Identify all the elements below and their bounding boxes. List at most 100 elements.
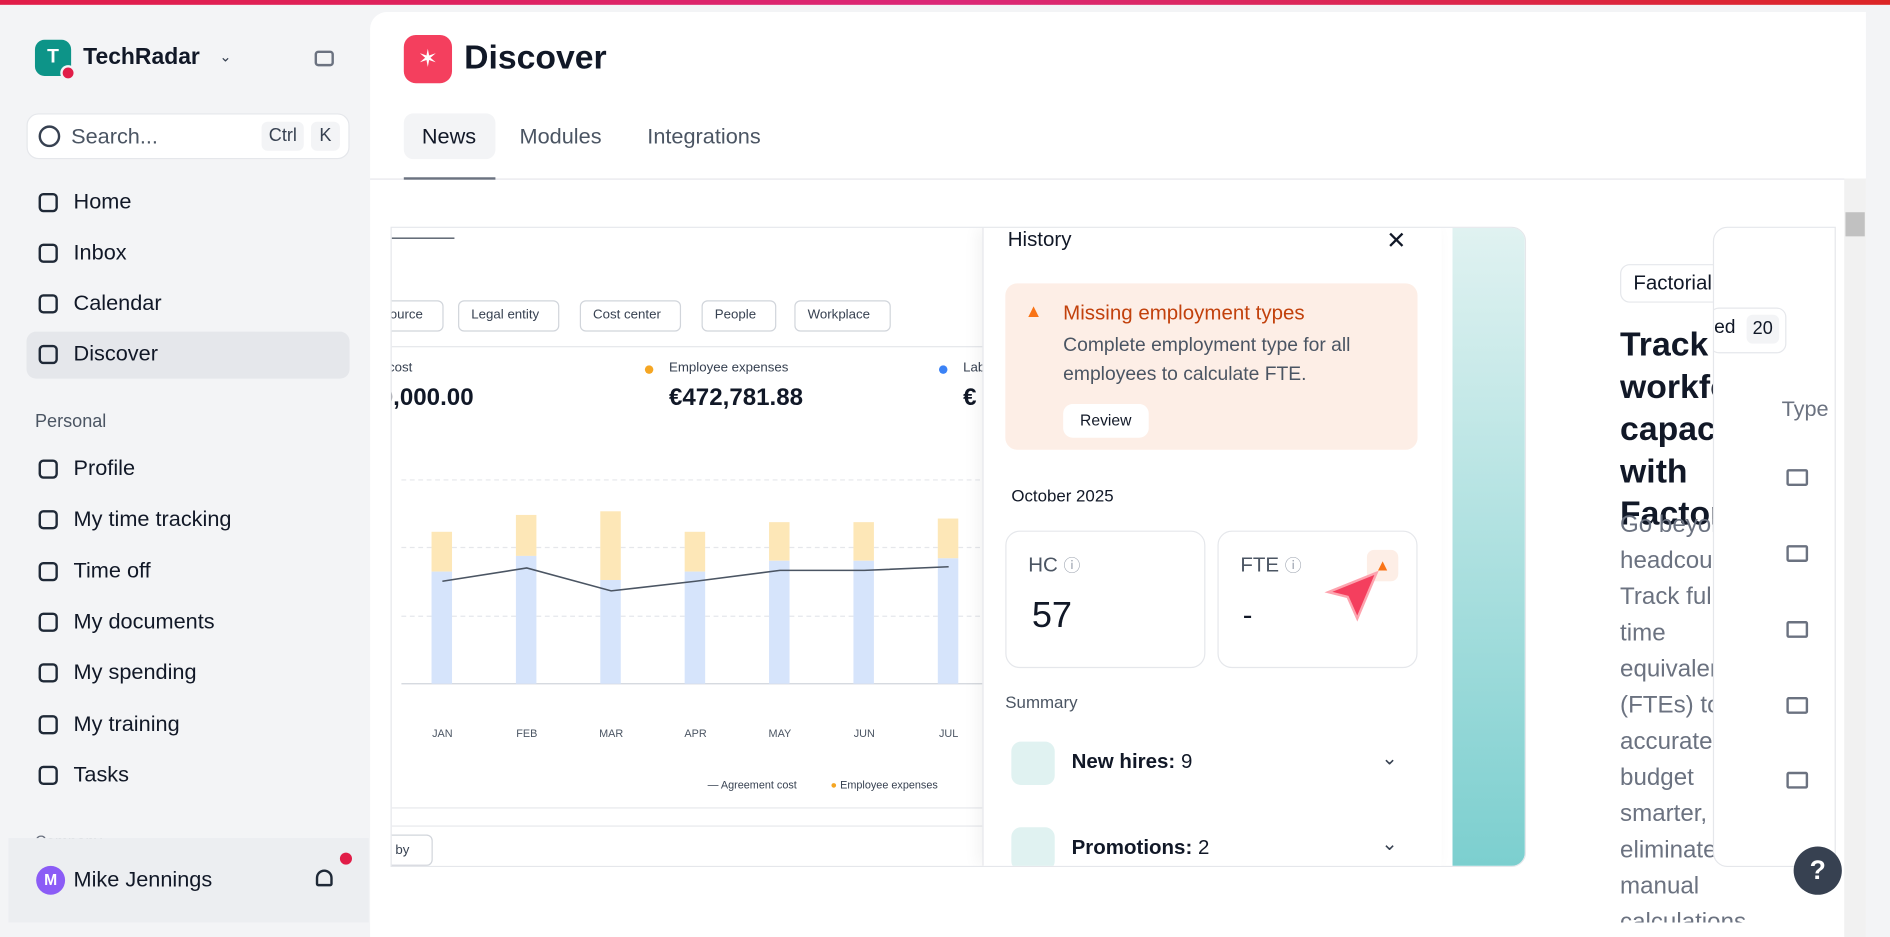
help-button[interactable]: ? bbox=[1793, 846, 1842, 895]
bar-segment bbox=[684, 531, 706, 572]
user-avatar[interactable]: M bbox=[36, 865, 66, 895]
metric-value: €2,500,000.00 bbox=[392, 384, 474, 412]
bar-segment bbox=[515, 555, 537, 684]
nav-item[interactable]: Home bbox=[73, 189, 132, 214]
device-icon bbox=[1786, 621, 1809, 638]
filter-label: People bbox=[714, 307, 757, 322]
section-label[interactable]: Personal bbox=[34, 411, 107, 432]
metric-value: € bbox=[963, 384, 977, 412]
article-title-text: Track workforce capacity with Factorial bbox=[1620, 325, 1716, 532]
expand-chevron: ⌄ bbox=[1381, 748, 1398, 770]
nav-item[interactable]: Tasks bbox=[73, 761, 129, 787]
nav-icon bbox=[38, 612, 58, 632]
nav-item[interactable]: Discover bbox=[73, 341, 158, 366]
tab-divider bbox=[370, 178, 1866, 180]
device-icon bbox=[1786, 697, 1809, 714]
metric-value: €472,781.88 bbox=[668, 384, 804, 412]
preview-image: Source Legal entity Cost center People Workp… bbox=[390, 226, 1527, 868]
item-icon bbox=[1011, 741, 1055, 786]
shortcut-key: K bbox=[310, 121, 340, 151]
metric-value: 57 bbox=[1031, 595, 1073, 636]
notification-dot bbox=[339, 852, 352, 865]
metric-label-text: HC bbox=[1028, 553, 1058, 577]
filter-label: Cost center bbox=[593, 307, 661, 322]
nav-item[interactable]: Time off bbox=[73, 557, 151, 582]
article-tag: Factorial bbox=[1620, 264, 1726, 303]
history-title: History bbox=[1007, 227, 1072, 251]
search-placeholder: Search... bbox=[71, 124, 158, 149]
bar-segment bbox=[853, 522, 874, 561]
workspace-name[interactable]: TechRadar bbox=[83, 44, 200, 70]
chart-image bbox=[391, 479, 983, 827]
legend-label: Employee expenses bbox=[840, 779, 938, 792]
legend-label: Agreement cost bbox=[720, 779, 797, 792]
review-button: Review bbox=[1063, 403, 1149, 438]
bar-segment bbox=[937, 558, 959, 684]
workspace-logo[interactable]: T bbox=[34, 39, 72, 76]
nav-item[interactable]: Calendar bbox=[73, 290, 162, 315]
chevron[interactable]: ⌄ bbox=[219, 48, 232, 66]
month-label: JUN bbox=[853, 727, 875, 740]
section-label: Company bbox=[35, 832, 276, 842]
group-by-label: by bbox=[395, 842, 410, 858]
bar-segment bbox=[853, 560, 874, 684]
metric-dot bbox=[939, 365, 948, 374]
alert-text: Complete employment type for all employe… bbox=[1063, 335, 1351, 385]
nav-item[interactable]: My training bbox=[73, 710, 180, 735]
bar-segment bbox=[937, 518, 959, 559]
metric-label: Agreement cost bbox=[392, 360, 413, 376]
summary-item: Promotions: 2 bbox=[1072, 836, 1210, 860]
close-button: ✕ bbox=[1386, 227, 1407, 255]
tab[interactable]: News bbox=[421, 124, 477, 149]
bar-segment bbox=[431, 571, 453, 684]
device-icon bbox=[1786, 771, 1809, 789]
device-icon bbox=[1786, 469, 1809, 486]
filter-chip: Legal entity bbox=[458, 300, 560, 332]
badge bbox=[1714, 307, 1787, 354]
nav-item[interactable]: Inbox bbox=[73, 239, 127, 265]
nav-icon bbox=[38, 714, 58, 734]
filter-chip: People bbox=[701, 300, 777, 332]
device-icon bbox=[1786, 545, 1809, 562]
filter-chip: Source bbox=[390, 300, 444, 332]
month-label: MAY bbox=[768, 727, 792, 740]
nav-icon bbox=[38, 344, 58, 365]
month-label: MAR bbox=[599, 727, 624, 740]
page-title: Discover bbox=[464, 38, 607, 76]
nav-icon bbox=[38, 459, 58, 479]
nav-item[interactable]: My time tracking bbox=[73, 506, 232, 531]
metric-dot bbox=[644, 365, 654, 374]
metric-label: FTE ⓘ bbox=[1240, 553, 1302, 577]
nav-item[interactable]: Profile bbox=[73, 455, 136, 480]
period: October 2025 bbox=[1011, 485, 1114, 506]
bar-segment bbox=[515, 514, 537, 556]
nav-item[interactable]: My documents bbox=[73, 608, 215, 633]
alert-title: Missing employment types bbox=[1063, 301, 1305, 325]
collapse-button[interactable] bbox=[314, 50, 334, 67]
nav-item[interactable]: My spending bbox=[73, 659, 197, 684]
scroll-thumb[interactable] bbox=[1845, 212, 1865, 237]
month-label: JUL bbox=[938, 727, 959, 740]
fte-card bbox=[1217, 530, 1418, 669]
item-value: 9 bbox=[1180, 750, 1193, 773]
user-name[interactable]: Mike Jennings bbox=[73, 867, 213, 892]
month-label: FEB bbox=[516, 727, 538, 740]
shortcut-key: Ctrl bbox=[261, 121, 305, 151]
notifications[interactable] bbox=[315, 869, 333, 887]
summary-label: Summary bbox=[1005, 692, 1078, 712]
summary-item: New hires: 9 bbox=[1072, 750, 1193, 774]
tab[interactable]: Modules bbox=[519, 124, 602, 149]
scrollbar bbox=[1844, 178, 1866, 937]
group-by: by bbox=[391, 834, 433, 866]
filter-label: Source bbox=[390, 307, 423, 322]
tab[interactable]: Integrations bbox=[647, 124, 761, 149]
badge-text: ed bbox=[1714, 317, 1736, 338]
alert-icon: ▲ bbox=[1024, 301, 1043, 322]
section-text: Company bbox=[34, 832, 103, 842]
legend-item: ● Employee expenses bbox=[830, 779, 938, 792]
nav-icon bbox=[38, 561, 58, 581]
badge-count: 20 bbox=[1746, 314, 1779, 344]
item-label: New hires: bbox=[1071, 750, 1176, 773]
cursor bbox=[1324, 570, 1379, 622]
bar-segment bbox=[600, 580, 621, 684]
